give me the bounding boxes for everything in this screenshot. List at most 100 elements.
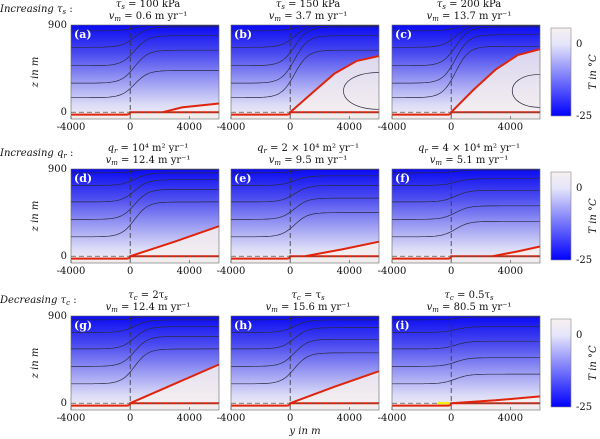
panel-d: qr​ = 10⁴ m² yr⁻¹vm​ = 12.4 m yr⁻¹ (d) -40… — [30, 143, 220, 277]
panel-title-param: qr​ = 2 × 10⁴ m² yr⁻¹ — [257, 143, 359, 155]
x-tick-label: 4000 — [498, 266, 523, 277]
panel-label: (f) — [395, 172, 410, 185]
subscript: m — [274, 15, 281, 23]
x-tick-label: 4000 — [337, 266, 362, 277]
isotherm-contour — [71, 319, 219, 333]
subscript: s — [442, 3, 446, 11]
colorbar-tick-label: -25 — [576, 111, 592, 122]
text-part: v — [427, 11, 433, 22]
temperate-boundary-line — [289, 370, 380, 405]
x-tick-label: 0 — [287, 413, 293, 424]
isotherm-contour — [392, 373, 540, 385]
x-tick-label: 0 — [448, 122, 454, 133]
text-part: = τ — [301, 290, 322, 301]
x-tick-label: -4000 — [378, 413, 407, 424]
subscript: s — [281, 3, 285, 11]
panel-label: (c) — [395, 28, 412, 41]
subscript: m — [271, 306, 278, 314]
x-tick-label: 0 — [287, 266, 293, 277]
isotherm-contour — [231, 185, 379, 203]
isotherm-contour — [231, 352, 379, 385]
text-part: = 10⁴ m² yr⁻¹ — [117, 143, 188, 154]
isotherm-contour — [231, 175, 379, 186]
panel-label: (i) — [395, 319, 410, 332]
x-tick-label: -4000 — [217, 413, 246, 424]
y-axis-label: z in m — [30, 201, 41, 233]
panel-title-velocity: vm​ = 3.7 m yr⁻¹ — [269, 11, 348, 23]
text-part: Increasing τ — [0, 4, 63, 15]
isotherm-contour — [231, 197, 379, 220]
subscript: m — [432, 306, 439, 314]
panel-title-param: τc​ = 0.5τs​ — [444, 290, 494, 302]
x-tick-label: 4000 — [177, 122, 202, 133]
colorbar: 0 -25 T in °C — [550, 27, 599, 122]
subscript: s — [164, 294, 168, 302]
panel-label: (e) — [234, 172, 251, 185]
text-part: v — [106, 155, 112, 166]
x-tick-label: -4000 — [57, 413, 86, 424]
isotherm-contour — [392, 34, 540, 84]
axes-frame — [70, 24, 220, 120]
text-part: = 4 × 10⁴ m² yr⁻¹ — [428, 143, 520, 154]
isotherm-contour — [71, 49, 219, 84]
subscript: s — [321, 294, 325, 302]
panel-label: (b) — [234, 28, 252, 41]
bed-region — [392, 256, 540, 263]
text-part: = 100 kPa — [125, 0, 180, 10]
isotherm-contour — [231, 316, 379, 321]
subscript: r — [424, 147, 428, 155]
y-tick-label: 0 — [61, 251, 67, 262]
temperate-region — [451, 49, 540, 113]
x-tick-label: 0 — [448, 266, 454, 277]
text-part: = 5.1 m yr⁻¹ — [442, 155, 508, 166]
x-tick-label: 0 — [287, 122, 293, 133]
text-part: Decreasing τ — [0, 295, 67, 306]
subscript: m — [435, 159, 442, 167]
closed-isotherm — [343, 72, 380, 110]
subscript: m — [432, 15, 439, 23]
temperate-region — [305, 241, 379, 257]
panel-g: τc​ = 2τs​vm​ = 12.4 m yr⁻¹(g)-400004000… — [30, 290, 220, 424]
text-part: q — [257, 143, 263, 154]
y-tick-label: 0 — [61, 107, 67, 118]
isotherm-contour — [231, 319, 379, 333]
text-part: τ — [437, 0, 443, 10]
text-part: q — [108, 143, 114, 154]
text-part: = 150 kPa — [285, 0, 340, 10]
panel-title-param: τs​ = 150 kPa — [276, 0, 340, 11]
colorbar-label: T in °C — [588, 54, 599, 90]
isotherm-contour — [71, 172, 219, 186]
subscript: r — [63, 152, 67, 160]
temperate-boundary-line — [451, 395, 541, 405]
subscript: s — [121, 3, 125, 11]
text-part: v — [430, 155, 436, 166]
subscript: m — [274, 159, 281, 167]
panel-title-param: τc​ = τs​ — [291, 290, 325, 302]
subscript: m — [111, 159, 118, 167]
isotherm-contour — [231, 338, 379, 367]
temperate-boundary-line — [129, 363, 220, 405]
temperate-region — [130, 226, 219, 257]
text-part: : — [70, 295, 77, 306]
panel-label: (d) — [74, 172, 92, 185]
panel-label: (a) — [74, 28, 92, 41]
isotherm-contour — [392, 316, 540, 321]
panel-title-velocity: vm​ = 15.6 m yr⁻¹ — [266, 302, 351, 314]
text-part: Increasing q — [0, 148, 63, 159]
axes-frame — [391, 168, 541, 264]
isotherm-contour — [231, 327, 379, 350]
colorbar-tick-label: -25 — [576, 255, 592, 266]
temperature-field — [392, 316, 540, 410]
colorbar-gradient — [550, 27, 572, 117]
text-part: v — [269, 155, 275, 166]
isotherm-contour — [231, 26, 379, 67]
isotherm-contour — [392, 340, 540, 350]
isotherm-contour — [71, 26, 219, 48]
isotherm-contour — [71, 336, 219, 367]
bed-region — [231, 403, 379, 410]
x-tick-label: -4000 — [217, 122, 246, 133]
isotherm-contour — [392, 169, 540, 174]
x-tick-label: 0 — [127, 266, 133, 277]
